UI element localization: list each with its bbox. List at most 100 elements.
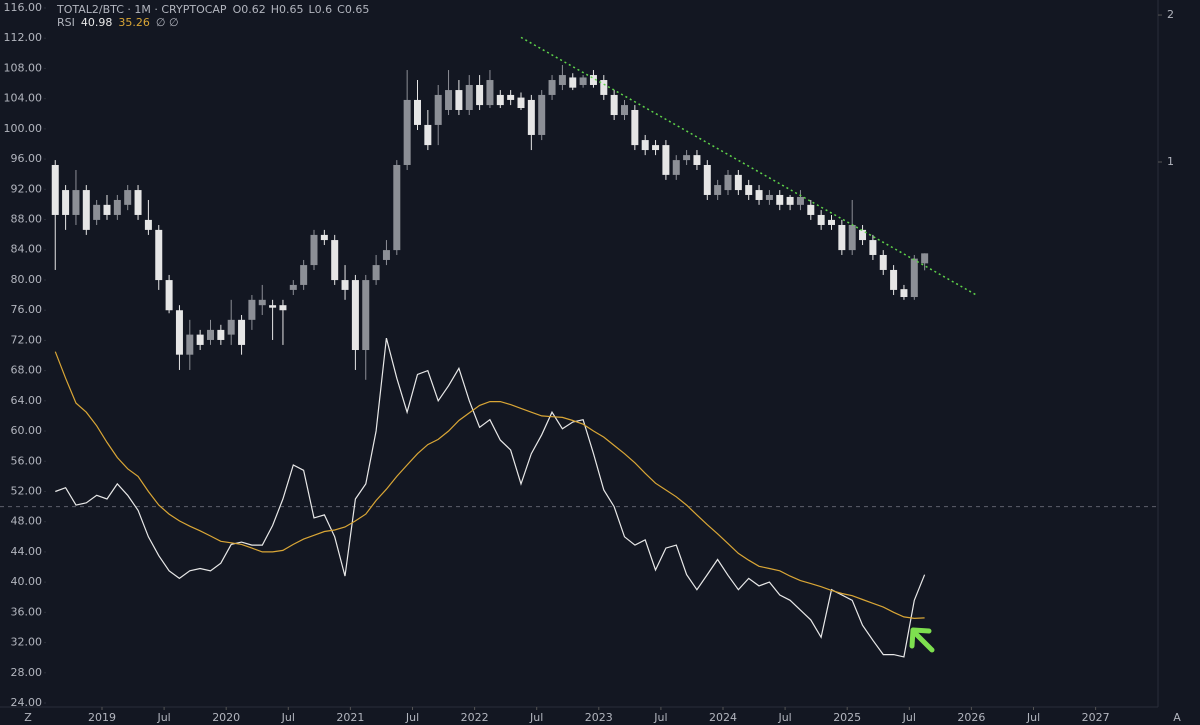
candle-body [921, 253, 929, 264]
x-tick-label: Jul [653, 711, 667, 724]
rsi-legend-value: 35.26 [118, 16, 150, 29]
x-tick-label: 2024 [709, 711, 737, 724]
candle-body [144, 219, 152, 230]
candle-body [103, 204, 111, 215]
y2-tick-label: 2 [1167, 8, 1174, 21]
x-tick-label: Jul [405, 711, 419, 724]
y-tick-label: 76.00 [11, 303, 43, 316]
rsi-legend-suffix: ∅ ∅ [156, 16, 179, 29]
y-tick-label: 48.00 [11, 515, 43, 528]
candle-body [693, 155, 701, 165]
candle-body [175, 310, 183, 355]
candle-body [424, 124, 432, 146]
candle-body [879, 254, 887, 270]
plot [0, 36, 1158, 658]
candle-body [817, 214, 825, 225]
legend: TOTAL2/BTC · 1M · CRYPTOCAP O0.62 H0.65 L0.… [56, 3, 369, 29]
candle-body [569, 77, 577, 88]
y-tick-label: 72.00 [11, 333, 43, 346]
ohlc-value: 0.62 [241, 3, 266, 16]
ohlc-value: 0.6 [315, 3, 333, 16]
candle-body [786, 196, 794, 205]
x-tick-label: 2019 [88, 711, 116, 724]
candle-body [186, 334, 194, 355]
candle-body [372, 265, 380, 281]
x-tick-label: Jul [156, 711, 170, 724]
candle-body [734, 174, 742, 191]
trend-line [520, 36, 977, 296]
candle-body [465, 84, 473, 110]
y2-tick-label: 1 [1167, 155, 1174, 168]
ohlc-label: L [309, 3, 316, 16]
corner-right: A [1173, 711, 1181, 724]
title-text: TOTAL2/BTC · 1M · CRYPTOCAP [56, 3, 227, 16]
candle-body [455, 90, 463, 110]
ohlc-label: C [337, 3, 345, 16]
candle-body [217, 329, 225, 340]
candle-body [269, 305, 277, 308]
candle-body [662, 145, 670, 175]
y-tick-label: 24.00 [11, 696, 43, 709]
y-tick-label: 60.00 [11, 424, 43, 437]
x-tick-label: Jul [281, 711, 295, 724]
corner-left: Z [24, 711, 32, 724]
y-tick-label: 28.00 [11, 666, 43, 679]
candle-body [548, 80, 556, 95]
candle-body [859, 229, 867, 241]
candle-body [652, 145, 660, 151]
candle-body [527, 99, 535, 135]
arrow-head [909, 627, 932, 649]
rsi-label: RSI [57, 16, 75, 29]
candle-body [890, 269, 898, 290]
candle-body [486, 80, 494, 106]
candle-body [828, 219, 835, 225]
x-tick-label: 2021 [336, 711, 364, 724]
y-tick-label: 40.00 [11, 575, 43, 588]
candle-body [51, 164, 59, 215]
candle-body [621, 105, 628, 116]
x-tick-label: Jul [902, 711, 916, 724]
candle-body [496, 94, 504, 106]
x-tick-label: Jul [777, 711, 791, 724]
rsi-line [54, 351, 925, 620]
candle-body [900, 289, 908, 298]
candle-body [476, 84, 484, 106]
candle-body [248, 299, 256, 320]
candle-body [631, 109, 639, 146]
candle-body [382, 250, 390, 260]
candle-body [869, 240, 877, 255]
y-tick-label: 116.00 [4, 1, 43, 14]
candle-body [362, 280, 370, 351]
x-tick-label: 2026 [957, 711, 985, 724]
x-tick-label: 2022 [461, 711, 489, 724]
candle-body [755, 190, 763, 200]
y-tick-label: 104.00 [4, 92, 43, 105]
candle-body [796, 196, 804, 205]
candle-body [724, 174, 732, 191]
candle-body [672, 160, 680, 175]
candle-body [207, 329, 214, 340]
candle-body [320, 234, 328, 241]
y-tick-label: 112.00 [4, 31, 43, 44]
candle-body [289, 284, 297, 290]
candle-body [351, 280, 359, 351]
candle-body [227, 319, 235, 335]
x-tick-label: 2025 [833, 711, 861, 724]
candle-body [910, 258, 918, 298]
candle-body [745, 185, 753, 195]
candle-body [776, 194, 784, 205]
annotation-arrow [909, 627, 935, 653]
candle-body [838, 224, 846, 251]
ohlc-label: H [271, 3, 279, 16]
candle-body [507, 94, 515, 100]
candle-body [310, 234, 318, 266]
candle-body [124, 190, 132, 205]
candle-body [62, 190, 70, 215]
candle-body [641, 140, 649, 151]
ohlc-value: 0.65 [279, 3, 304, 16]
y-tick-label: 88.00 [11, 213, 43, 226]
candle-body [589, 75, 597, 85]
candle-body [538, 94, 546, 135]
